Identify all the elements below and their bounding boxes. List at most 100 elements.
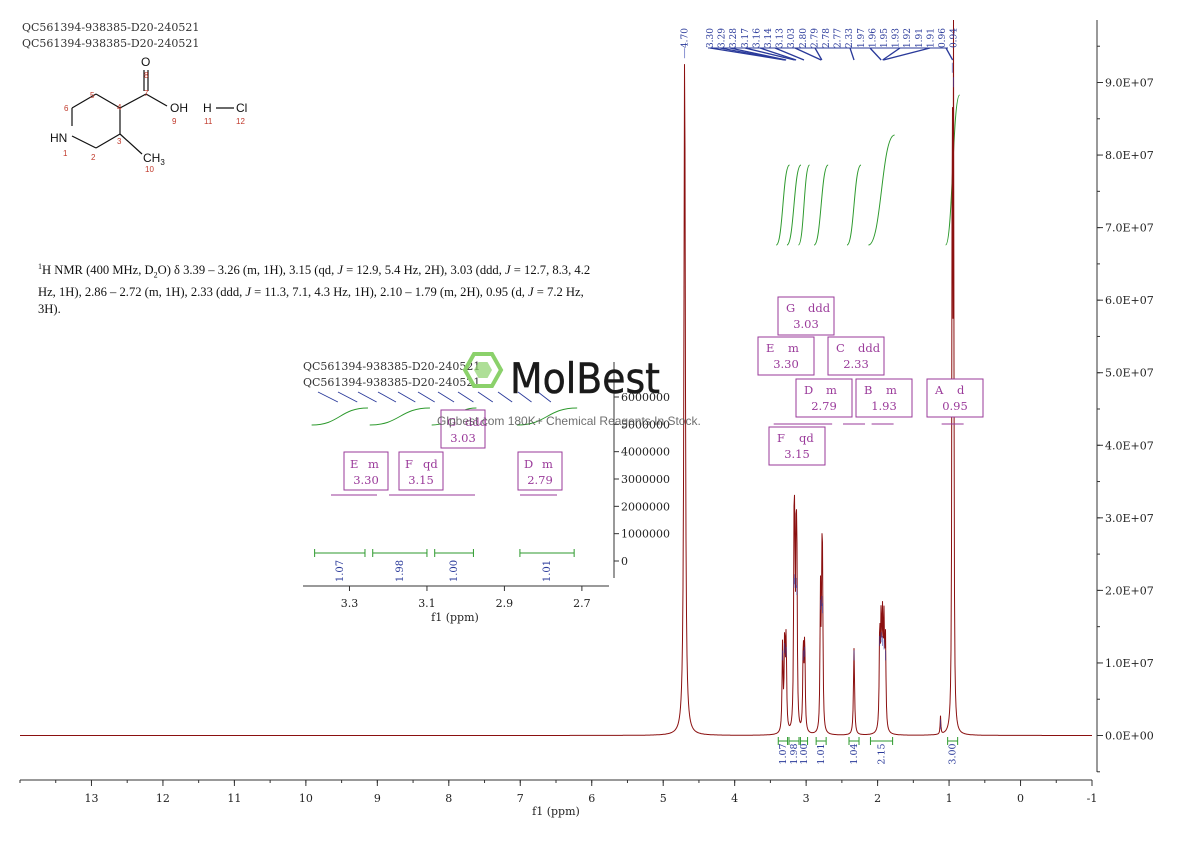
inset-multiplet-box (440, 409, 486, 449)
inset-peak-label-leader (337, 391, 358, 403)
peak-label-leader (883, 47, 931, 61)
inset-multiplet-type: qd (423, 457, 438, 471)
inset-multiplet-letter: E (350, 457, 358, 471)
peak-label: 2.78 (822, 28, 832, 48)
integral-value: 1.00 (799, 743, 810, 764)
peak-label: 4.70 (681, 28, 691, 48)
peak-label: 3.13 (776, 28, 786, 48)
peak-label-leader (729, 47, 787, 61)
multiplet-box (855, 378, 913, 418)
y-tick-label: 1.0E+07 (1105, 657, 1154, 670)
watermark-logo-icon (462, 352, 504, 388)
peak-label: 3.30 (706, 28, 716, 48)
inset-peak-label-leader (437, 391, 455, 403)
multiplet-letter: D (804, 383, 813, 397)
y-tick-label: 2.0E+07 (1105, 584, 1154, 597)
peak-label: 3.28 (729, 28, 739, 48)
integral-value: 1.98 (789, 743, 800, 764)
inset-peak-label-leader (377, 391, 397, 403)
inset-integral-curve (369, 407, 430, 426)
inset-peak-label-leader (317, 391, 339, 403)
inset-integral-curve (311, 407, 368, 426)
y-tick-label: 3.0E+07 (1105, 512, 1154, 525)
inset-peak-label-leader (397, 391, 416, 403)
peak-label-leader (774, 47, 805, 61)
inset-peak-label-leader (457, 391, 474, 403)
multiplet-type: ddd (808, 301, 831, 315)
integral-curve (813, 164, 829, 246)
peak-label-leader (814, 47, 823, 61)
atom-number: 10 (145, 165, 154, 174)
x-tick-label: 12 (156, 792, 170, 805)
multiplet-letter: C (836, 341, 845, 355)
peak-label: 1.93 (892, 28, 902, 48)
inset-integral-curve (516, 407, 578, 426)
multiplet-letter: F (777, 431, 785, 445)
integral-value: 1.07 (778, 743, 789, 764)
inset-y-tick-label: 6000000 (621, 391, 670, 404)
atom-number: 6 (64, 104, 69, 113)
peak-label: 1.91 (926, 28, 936, 48)
inset-multiplet-ppm: 3.03 (450, 431, 476, 445)
multiplet-ppm: 1.93 (871, 399, 897, 413)
peak-label: 2.33 (845, 28, 855, 48)
multiplet-type: m (886, 383, 897, 397)
nmr-description: 1H NMR (400 MHz, D2O) δ 3.39 – 3.26 (m, … (38, 262, 591, 316)
peak-label: 2.80 (799, 28, 809, 48)
atom-number: 3 (117, 137, 122, 146)
multiplet-box (757, 336, 815, 376)
peak-label: 3.29 (718, 28, 728, 48)
inset-y-tick-label: 1000000 (621, 528, 670, 541)
x-tick-label: 4 (731, 792, 738, 805)
y-tick-label: 5.0E+07 (1105, 367, 1154, 380)
multiplet-ppm: 3.15 (784, 447, 810, 461)
x-tick-label: 6 (588, 792, 595, 805)
x-tick-label: 5 (660, 792, 667, 805)
x-tick-label: 13 (84, 792, 98, 805)
atom-OH: OH (170, 101, 188, 115)
main-spectrum (20, 19, 1092, 736)
inset-y-tick-label: 3000000 (621, 473, 670, 486)
peak-label: 0.94 (950, 28, 960, 48)
peak-label-leader (869, 47, 882, 61)
multiplet-ppm: 3.03 (793, 317, 819, 331)
inset-x-tick-label: 2.9 (496, 597, 514, 610)
peak-label: 1.91 (915, 28, 925, 48)
peak-label: 2.77 (834, 28, 844, 48)
x-tick-label: 8 (445, 792, 452, 805)
peak-label: 1.92 (903, 28, 913, 48)
peak-label: 3.03 (787, 28, 797, 48)
inset-peak-label-leader (497, 391, 513, 403)
multiplet-ppm: 2.79 (811, 399, 837, 413)
inset-peak-label-leader (517, 391, 532, 403)
x-tick-label: 9 (374, 792, 381, 805)
peak-label: 0.96 (938, 28, 948, 48)
multiplet-type: m (788, 341, 799, 355)
inset-x-tick-label: 2.7 (573, 597, 591, 610)
inset-multiplet-letter: D (524, 457, 533, 471)
watermark: MolBest Glpbest.com 180K+ Chemical Reage… (437, 352, 701, 428)
x-tick-label: 3 (803, 792, 810, 805)
x-tick-label: 0 (1017, 792, 1024, 805)
peak-label: 1.95 (880, 28, 890, 48)
x-tick-label: 7 (517, 792, 524, 805)
multiplet-letter: E (766, 341, 774, 355)
integral-curve (868, 134, 895, 246)
integral-curve (846, 164, 862, 246)
inset-y-tick-label: 2000000 (621, 500, 670, 513)
atom-HN: HN (50, 131, 67, 145)
x-tick-label: 11 (227, 792, 241, 805)
main-axes: 13 12 11 10 9 8 7 6 5 4 3 2 1 0 -1f1 (ppm)0.0E+001.0E+… (19, 20, 1154, 818)
inset-y-tick-label: 5000000 (621, 418, 670, 431)
x-tick-label: 1 (946, 792, 953, 805)
atom-H: H (203, 101, 212, 115)
inset-multiplet-box (398, 451, 444, 491)
inset-x-axis-title: f1 (ppm) (431, 611, 479, 624)
spectrum-trace (20, 19, 1092, 736)
inset-multiplet-letter: G (447, 415, 456, 429)
atom-O-carbonyl: O (141, 55, 150, 69)
x-tick-label: 2 (874, 792, 881, 805)
integral-curve (786, 164, 802, 246)
integral-curve (775, 164, 791, 246)
